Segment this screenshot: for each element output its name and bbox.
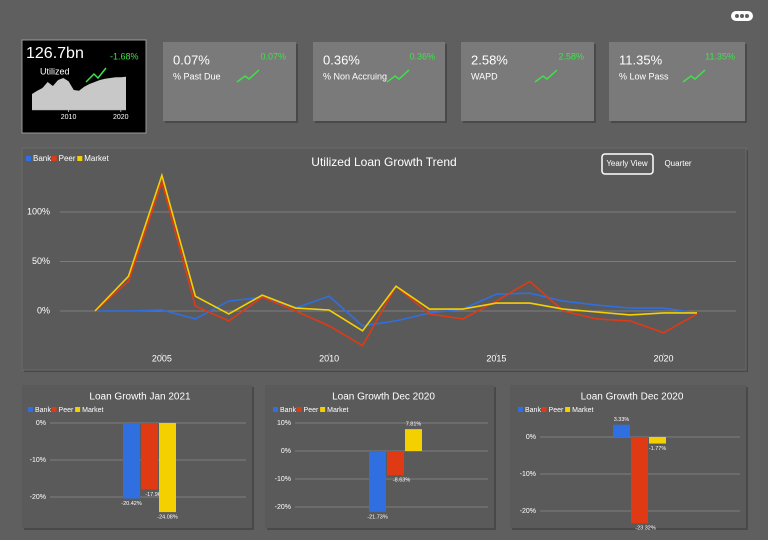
value-label: 3.33% bbox=[614, 417, 630, 423]
x-tick-label: 2005 bbox=[152, 353, 172, 363]
button-label[interactable]: Yearly View bbox=[606, 159, 648, 168]
y-tick-label: -10% bbox=[30, 457, 46, 464]
kpi-value: 11.35% bbox=[619, 52, 663, 67]
bar bbox=[159, 423, 176, 513]
kpi-label: % Non Accruing bbox=[323, 71, 387, 81]
kpi-card bbox=[163, 42, 296, 121]
bar bbox=[613, 424, 630, 437]
kpi-label: Utilized bbox=[40, 66, 70, 76]
bar bbox=[649, 437, 666, 444]
button-label[interactable]: Quarter bbox=[664, 159, 691, 168]
legend-swatch bbox=[51, 407, 57, 412]
y-tick-label: 100% bbox=[27, 206, 50, 216]
bar bbox=[123, 423, 140, 499]
x-tick-label: 2010 bbox=[61, 114, 77, 121]
value-label: -20.42% bbox=[121, 501, 142, 507]
chart-title: Utilized Loan Growth Trend bbox=[311, 155, 456, 169]
trend-icon bbox=[682, 69, 706, 83]
legend-label: Market bbox=[327, 407, 348, 414]
legend-label: Bank bbox=[33, 154, 52, 163]
legend-label: Bank bbox=[35, 407, 51, 414]
kpi-change: -1.68% bbox=[110, 51, 139, 61]
kpi-change: 0.07% bbox=[260, 51, 286, 61]
y-tick-label: 0% bbox=[526, 434, 536, 441]
legend-swatch bbox=[77, 156, 83, 161]
kpi-label: % Low Pass bbox=[619, 71, 669, 81]
series-line bbox=[95, 292, 698, 327]
kpi-value: 0.07% bbox=[173, 52, 210, 67]
kpi-card bbox=[461, 42, 594, 121]
value-label: 7.81% bbox=[406, 422, 422, 428]
value-label: -17.96% bbox=[145, 492, 166, 498]
value-label: -23.32% bbox=[635, 526, 656, 532]
trend-icon bbox=[236, 69, 260, 83]
chart-title: Loan Growth Dec 2020 bbox=[581, 392, 684, 403]
legend-swatch bbox=[75, 407, 81, 412]
kpi-card bbox=[609, 42, 745, 121]
y-tick-label: 10% bbox=[277, 420, 291, 427]
legend-label: Bank bbox=[280, 407, 296, 414]
x-tick-label: 2010 bbox=[319, 353, 339, 363]
legend-swatch bbox=[296, 407, 302, 412]
y-tick-label: 0% bbox=[36, 420, 46, 427]
y-tick-label: -20% bbox=[520, 508, 536, 515]
x-tick-label: 2015 bbox=[486, 353, 506, 363]
kpi-value: 126.7bn bbox=[26, 45, 84, 62]
kpi-change: 0.36% bbox=[409, 51, 435, 61]
legend-swatch bbox=[320, 407, 326, 412]
chart-title: Loan Growth Dec 2020 bbox=[332, 392, 435, 403]
kpi-card bbox=[313, 42, 445, 121]
legend-label: Market bbox=[572, 407, 593, 414]
more-menu[interactable] bbox=[731, 11, 753, 21]
x-tick-label: 2020 bbox=[654, 353, 674, 363]
value-label: -21.73% bbox=[367, 514, 388, 520]
value-label: -8.63% bbox=[393, 478, 411, 484]
legend-swatch bbox=[273, 407, 278, 412]
y-tick-label: 50% bbox=[32, 256, 50, 266]
panel bbox=[21, 147, 747, 371]
bar bbox=[369, 451, 386, 512]
chart-title: Loan Growth Jan 2021 bbox=[89, 392, 191, 403]
legend-label: Peer bbox=[549, 407, 564, 414]
legend-label: Market bbox=[82, 407, 103, 414]
legend-swatch bbox=[51, 156, 57, 161]
kpi-label: WAPD bbox=[471, 71, 498, 81]
y-tick-label: 0% bbox=[37, 305, 50, 315]
legend-swatch bbox=[518, 407, 523, 412]
yearly-view-button[interactable] bbox=[601, 153, 654, 175]
trend-icon bbox=[386, 69, 410, 83]
legend-swatch bbox=[541, 407, 547, 412]
legend-swatch bbox=[28, 407, 33, 412]
series-line bbox=[94, 172, 697, 332]
legend-label: Peer bbox=[59, 154, 76, 163]
bar bbox=[387, 451, 404, 476]
legend-swatch bbox=[565, 407, 571, 412]
bar bbox=[141, 423, 158, 490]
y-tick-label: 0% bbox=[281, 448, 291, 455]
value-label: -24.08% bbox=[157, 515, 178, 521]
value-label: -1.77% bbox=[649, 446, 667, 452]
x-tick-label: 2020 bbox=[113, 114, 129, 121]
trend-icon bbox=[534, 69, 558, 83]
bar bbox=[405, 429, 422, 451]
y-tick-label: -10% bbox=[520, 471, 536, 478]
y-tick-label: -10% bbox=[275, 476, 291, 483]
legend-label: Peer bbox=[59, 407, 74, 414]
kpi-change: 11.35% bbox=[705, 51, 735, 61]
y-tick-label: -20% bbox=[275, 504, 291, 511]
kpi-value: 0.36% bbox=[323, 52, 360, 67]
kpi-label: % Past Due bbox=[173, 71, 221, 81]
bar bbox=[631, 437, 648, 524]
legend-label: Peer bbox=[304, 407, 319, 414]
trend-icon bbox=[85, 67, 107, 83]
y-tick-label: -20% bbox=[30, 494, 46, 501]
legend-label: Bank bbox=[525, 407, 541, 414]
panel bbox=[510, 385, 746, 528]
legend-label: Market bbox=[84, 154, 109, 163]
kpi-change: 2.58% bbox=[558, 51, 584, 61]
kpi-value: 2.58% bbox=[471, 52, 508, 67]
sparkline-area bbox=[32, 76, 126, 110]
legend-swatch bbox=[26, 156, 31, 161]
